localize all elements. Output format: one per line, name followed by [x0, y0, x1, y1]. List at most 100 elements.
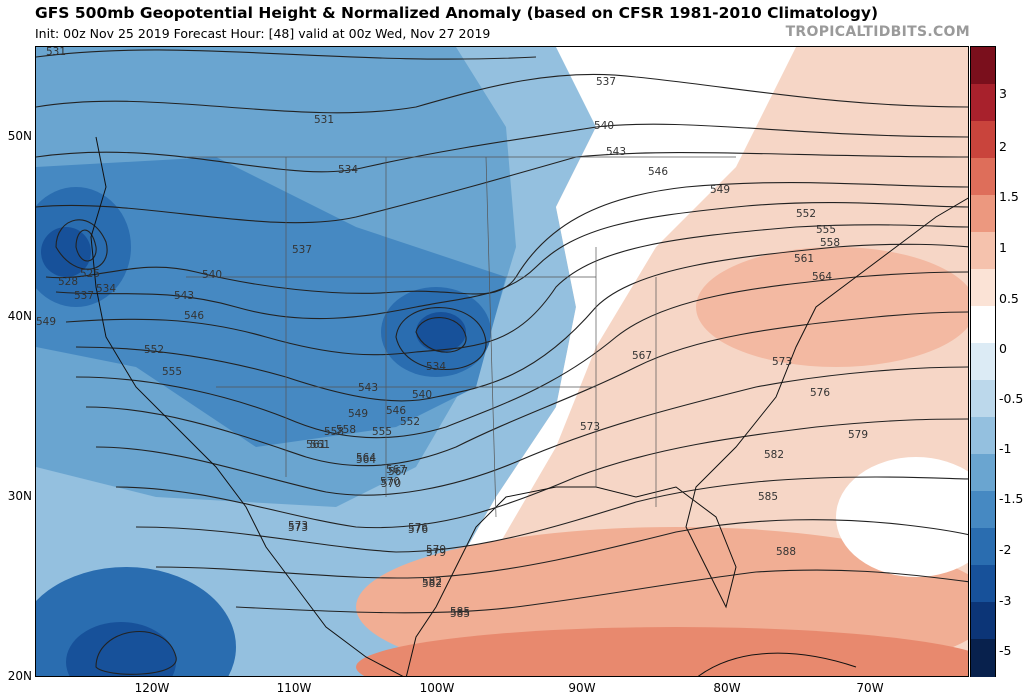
contour-label: 546 [184, 310, 204, 322]
colorbar-segment [971, 454, 995, 492]
colorbar-label: -0.5 [999, 391, 1024, 406]
contour-label: 576 [408, 522, 428, 534]
contour-label: 540 [412, 389, 432, 401]
lon-label-70w: 70W [856, 681, 884, 695]
lat-label-40n: 40N [7, 309, 32, 323]
colorbar-segment [971, 121, 995, 159]
contour-label: 564 [356, 452, 376, 464]
colorbar-segment [971, 491, 995, 529]
colorbar-segment [971, 306, 995, 344]
colorbar-label: 3 [999, 86, 1007, 101]
contour-label: 573 [288, 522, 308, 534]
height-contours [36, 49, 968, 675]
contour-label: 573 [580, 421, 600, 433]
contour-label: 582 [422, 576, 442, 588]
contour-label: 534 [426, 361, 446, 373]
colorbar-segment [971, 639, 995, 677]
contour-label: 561 [306, 439, 326, 451]
colorbar-segment [971, 528, 995, 566]
contour-label: 525 [80, 268, 100, 280]
colorbar-segment [971, 565, 995, 603]
colorbar [970, 46, 996, 677]
negative-anomaly-strong [36, 157, 506, 447]
map-svg: 531 531 534 537 540 543 546 549 552 555 … [36, 47, 968, 676]
colorbar-label: 2 [999, 139, 1007, 154]
colorbar-segment [971, 47, 995, 85]
contour-label: 573 [288, 520, 308, 532]
map-title: GFS 500mb Geopotential Height & Normaliz… [35, 4, 879, 22]
contour-label: 561 [794, 253, 814, 265]
contour-label: 552 [144, 344, 164, 356]
contour-label: 573 [772, 356, 792, 368]
contour-label: 582 [764, 449, 784, 461]
colorbar-segment [971, 602, 995, 640]
contour-label: 543 [174, 290, 194, 302]
colorbar-segment [971, 158, 995, 196]
contour-label: 534 [338, 164, 358, 176]
contour-label: 531 [314, 114, 334, 126]
contour-label: 537 [596, 76, 616, 88]
colorbar-label: 1 [999, 240, 1007, 255]
contour-label: 567 [386, 464, 406, 476]
contour-label: 546 [386, 405, 406, 417]
colorbar-label: 0 [999, 341, 1007, 356]
colorbar-label: 0.5 [999, 291, 1019, 306]
colorbar-segment [971, 232, 995, 270]
contour-label: 558 [336, 424, 356, 436]
contour-label: 558 [324, 426, 344, 438]
lon-label-110w: 110W [276, 681, 312, 695]
contour-label: 579 [426, 547, 446, 559]
colorbar-label: -1.5 [999, 491, 1024, 506]
contour-label: 537 [292, 244, 312, 256]
contour-label: 534 [96, 283, 116, 295]
low-center-pacific-core [41, 227, 91, 277]
positive-anomaly-northeast [696, 247, 968, 367]
contour-label: 546 [648, 166, 668, 178]
contour-label: 549 [348, 408, 368, 420]
lon-label-90w: 90W [568, 681, 596, 695]
contour-label: 564 [356, 454, 376, 466]
coastlines [90, 136, 968, 676]
contour-label: 579 [426, 544, 446, 556]
colorbar-segment [971, 343, 995, 381]
contour-label: 549 [36, 316, 56, 328]
colorbar-label: -2 [999, 542, 1012, 557]
contour-label: 585 [758, 491, 778, 503]
lat-label-20n: 20N [7, 669, 32, 683]
low-center-plains-core [416, 312, 466, 352]
contour-labels: 531 531 534 537 540 543 546 549 552 555 … [36, 47, 868, 620]
colorbar-label: -3 [999, 593, 1012, 608]
colorbar-segment [971, 84, 995, 122]
contour-label: 576 [810, 387, 830, 399]
contour-label: 549 [710, 184, 730, 196]
contour-label: 558 [820, 237, 840, 249]
colorbar-segment [971, 269, 995, 307]
contour-label: 555 [816, 224, 836, 236]
colorbar-segment [971, 195, 995, 233]
contour-label: 543 [358, 382, 378, 394]
neutral-pocket-atlantic [836, 457, 968, 577]
political-borders [186, 156, 736, 518]
brand-watermark: TROPICALTIDBITS.COM [785, 24, 970, 40]
low-center-southwest-core [66, 622, 176, 676]
lon-label-80w: 80W [713, 681, 741, 695]
contour-label: 540 [594, 120, 614, 132]
contour-label: 585 [450, 608, 470, 620]
contour-label: 570 [380, 476, 400, 488]
lon-label-120w: 120W [134, 681, 170, 695]
contour-label: 576 [408, 524, 428, 536]
map-panel: 531 531 534 537 540 543 546 549 552 555 … [35, 46, 969, 677]
contour-label: 570 [381, 478, 401, 490]
colorbar-segment [971, 380, 995, 418]
contour-label: 531 [46, 47, 66, 58]
contour-label: 567 [388, 466, 408, 478]
contour-label: 555 [372, 426, 392, 438]
contour-label: 564 [812, 271, 832, 283]
lat-label-50n: 50N [7, 129, 32, 143]
contour-label: 579 [848, 429, 868, 441]
colorbar-label: -1 [999, 441, 1012, 456]
lat-label-30n: 30N [7, 489, 32, 503]
contour-label: 552 [400, 416, 420, 428]
map-subtitle: Init: 00z Nov 25 2019 Forecast Hour: [48… [35, 26, 491, 41]
contour-label: 552 [796, 208, 816, 220]
